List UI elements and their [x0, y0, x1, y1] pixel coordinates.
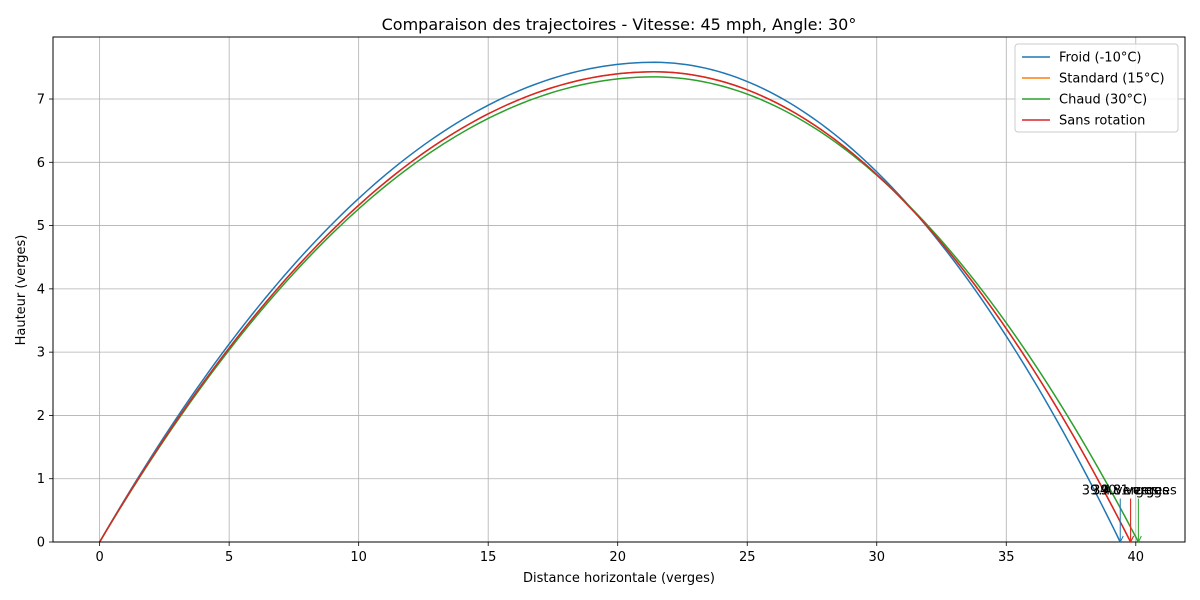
- x-tick-label: 40: [1128, 550, 1145, 565]
- annotation-arrowhead: [1127, 535, 1135, 544]
- annotation-label: 39.8 verges: [1092, 484, 1169, 499]
- y-tick-label: 5: [37, 219, 45, 234]
- x-tick-label: 30: [868, 550, 885, 565]
- legend-label: Froid (-10°C): [1059, 51, 1142, 66]
- x-tick-label: 25: [739, 550, 756, 565]
- annotation-label: 40.1 verges: [1100, 484, 1177, 499]
- y-axis-label: Hauteur (verges): [14, 235, 29, 346]
- annotation-label: 39.8 verges: [1092, 484, 1169, 499]
- legend-label: Standard (15°C): [1059, 72, 1165, 87]
- legend-label: Chaud (30°C): [1059, 93, 1147, 108]
- legend-label: Sans rotation: [1059, 114, 1145, 129]
- y-tick-label: 7: [37, 93, 45, 108]
- y-tick-label: 2: [37, 409, 45, 424]
- y-tick-label: 3: [37, 346, 45, 361]
- y-tick-label: 4: [37, 282, 45, 297]
- chart-title: Comparaison des trajectoires - Vitesse: …: [382, 15, 857, 34]
- annotation-arrowhead: [1134, 535, 1142, 544]
- x-tick-label: 10: [350, 550, 367, 565]
- axis-ticks: 0 5 10 15 20 25 30 35 40 0 1 2 3 4 5 6 7: [37, 93, 1144, 565]
- y-tick-label: 1: [37, 472, 45, 487]
- y-tick-label: 6: [37, 156, 45, 171]
- legend-box: [1014, 43, 1179, 133]
- x-tick-label: 15: [480, 550, 497, 565]
- x-axis-label: Distance horizontale (verges): [523, 571, 715, 586]
- x-tick-label: 0: [95, 550, 103, 565]
- y-tick-label: 0: [37, 536, 45, 551]
- series-line: [98, 71, 1132, 543]
- x-tick-label: 20: [609, 550, 626, 565]
- series-line: [98, 76, 1140, 543]
- series-lines: [98, 61, 1140, 543]
- series-line: [98, 61, 1121, 543]
- x-tick-label: 35: [998, 550, 1015, 565]
- x-tick-label: 5: [225, 550, 233, 565]
- annotation-arrowhead: [1116, 535, 1124, 544]
- annotation-label: 39.4 verges: [1082, 484, 1159, 499]
- plot-frame: [52, 36, 1186, 543]
- legend: Froid (-10°C) Standard (15°C) Chaud (30°C)…: [1014, 43, 1179, 133]
